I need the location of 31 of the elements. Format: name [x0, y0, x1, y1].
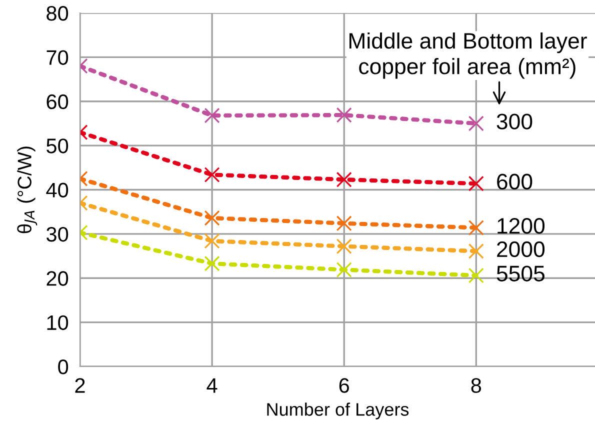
- series-label: 2000: [497, 241, 545, 258]
- y-tick-label: 60: [46, 94, 68, 110]
- y-tick-label: 20: [46, 271, 68, 286]
- series-label: 5505: [496, 266, 544, 282]
- point: [336, 238, 352, 254]
- point: [468, 116, 484, 132]
- y-axis-title: θ$_{JA}$ (°C/W): [17, 146, 38, 234]
- x-tick-label: 2: [75, 378, 85, 393]
- point: [336, 262, 352, 278]
- point: [468, 243, 484, 259]
- series-label: 300: [496, 114, 532, 130]
- point: [468, 176, 484, 192]
- y-tick-label: 0: [58, 360, 68, 374]
- series-label: 600: [497, 174, 532, 190]
- point: [468, 220, 484, 236]
- y-tick-label: 40: [46, 182, 68, 198]
- y-tick-label: 50: [46, 138, 68, 154]
- y-tick-label: 10: [47, 315, 68, 330]
- x-tick-label: 4: [206, 378, 218, 393]
- point: [336, 172, 352, 188]
- point: [336, 216, 352, 232]
- point: [336, 107, 352, 123]
- y-tick-label: 70: [46, 50, 68, 65]
- x-tick-label: 6: [339, 378, 349, 393]
- series-label: 1200: [498, 218, 545, 234]
- legend-title: Middle and Bottom layer copper foil area (mm²): [349, 32, 587, 79]
- x-axis-title: Number of Layers: [267, 402, 409, 420]
- y-tick-label: 30: [46, 226, 68, 242]
- y-tick-label: 80: [46, 6, 68, 21]
- point: [468, 268, 484, 284]
- x-tick-label: 8: [471, 378, 482, 393]
